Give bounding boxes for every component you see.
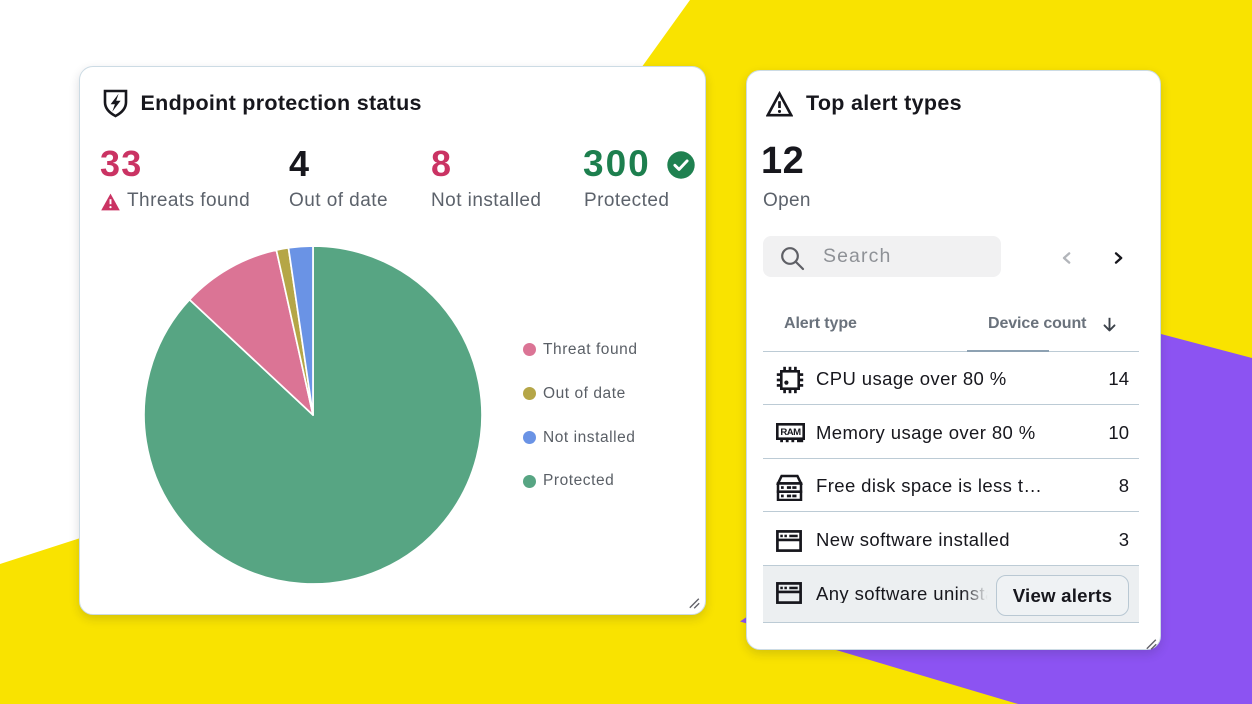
svg-text:RAM: RAM xyxy=(780,427,801,438)
